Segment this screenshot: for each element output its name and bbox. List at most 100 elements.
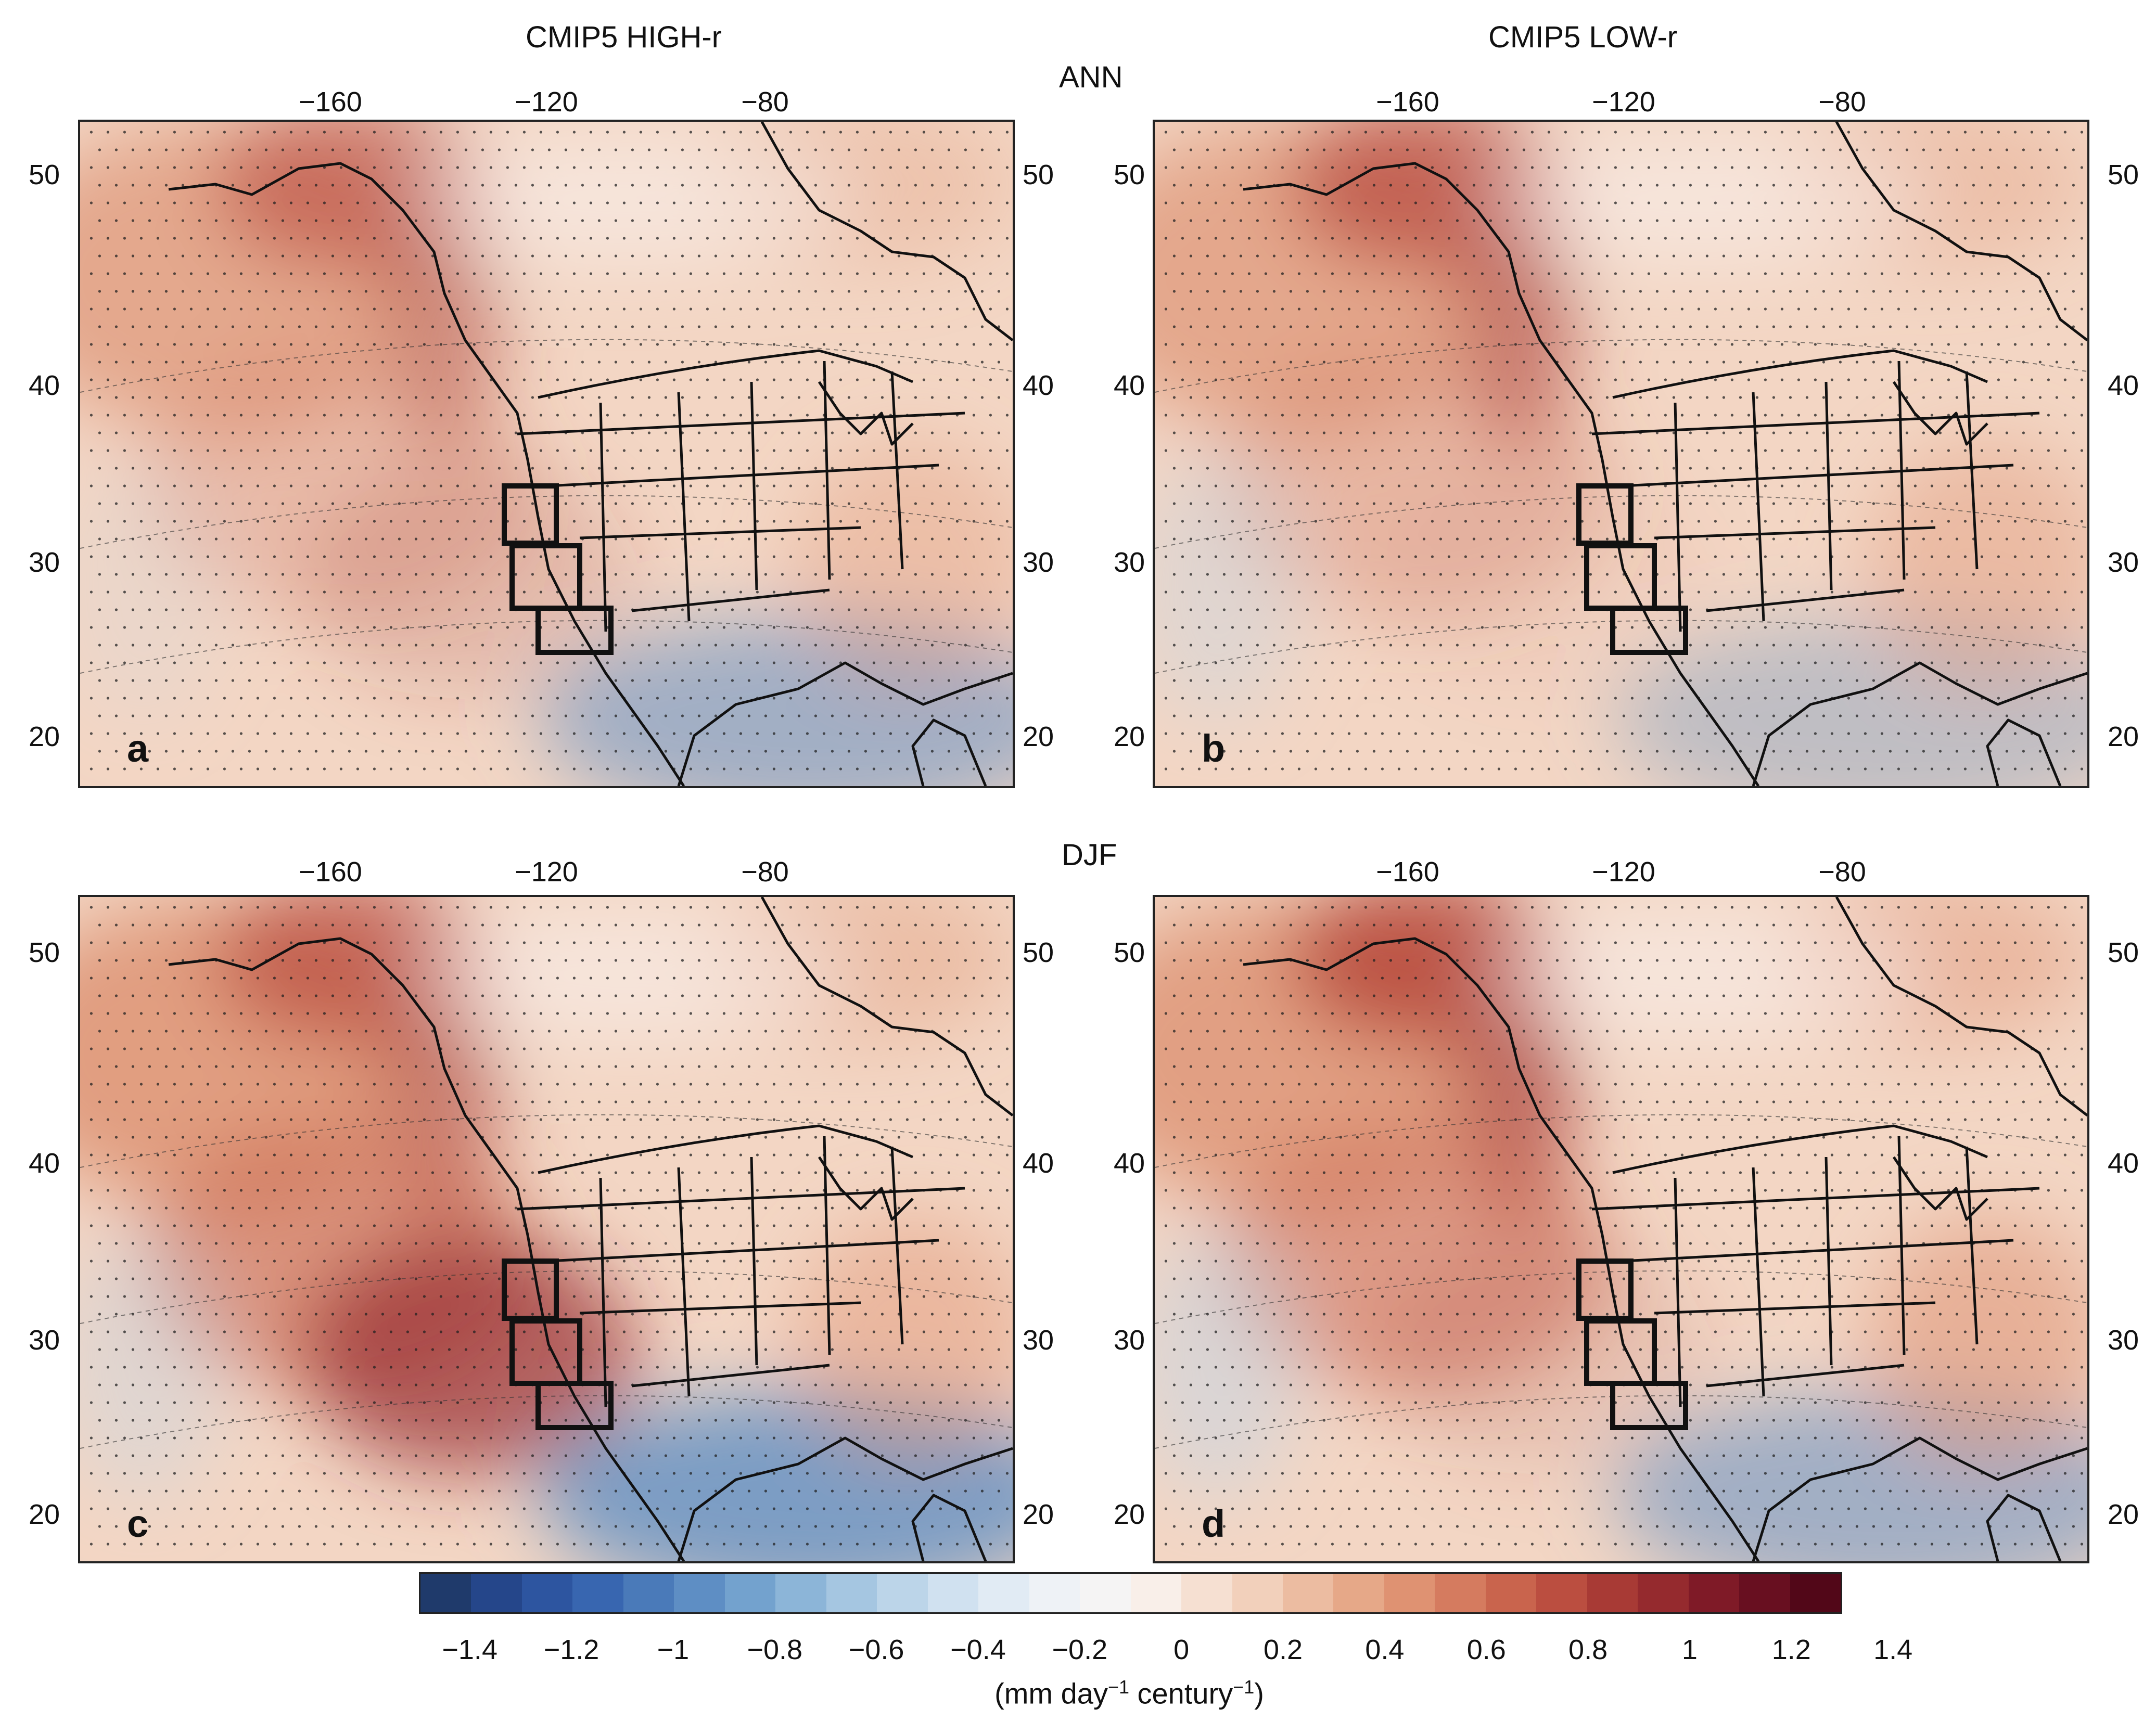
lat-tick-label: 50: [29, 937, 60, 968]
colorbar-segment: [1587, 1574, 1638, 1612]
lat-tick-label: 50: [2108, 159, 2139, 190]
study-region-boxes: [502, 483, 614, 655]
graticule: [1155, 339, 2087, 674]
lat-tick-label: 30: [2108, 1325, 2139, 1356]
colorbar-tick-label: 1.4: [1873, 1634, 1913, 1665]
lat-tick-label: 40: [1114, 1148, 1145, 1179]
trend-field: [80, 122, 1013, 786]
coastlines-borders: [168, 122, 1013, 786]
colorbar-segment: [877, 1574, 928, 1612]
trend-field: [1155, 897, 2087, 1561]
lat-tick-label: 40: [2108, 1148, 2139, 1179]
colorbar-segment: [572, 1574, 623, 1612]
lon-tick-label: −80: [1818, 86, 1866, 118]
season-label-ann: ANN: [1059, 60, 1123, 94]
graticule: [80, 339, 1013, 674]
lat-tick-label: 20: [1023, 721, 1054, 752]
lat-tick-label: 20: [2108, 1499, 2139, 1530]
lat-tick-label: 40: [29, 1148, 60, 1179]
lat-tick-label: 30: [29, 1325, 60, 1356]
colorbar-segment: [1688, 1574, 1740, 1612]
coastlines-borders: [1243, 122, 2087, 786]
colorbar-segment: [1384, 1574, 1435, 1612]
colorbar-tick-label: 1: [1681, 1634, 1698, 1665]
lat-tick-label: 40: [1023, 1148, 1054, 1179]
colorbar-segment: [724, 1574, 776, 1612]
significance-stippling: [90, 906, 1009, 1546]
lat-tick-label: 50: [29, 159, 60, 190]
lat-tick-label: 20: [1114, 1499, 1145, 1530]
colorbar: [419, 1572, 1842, 1614]
lat-tick-label: 20: [29, 721, 60, 752]
lat-tick-label: 30: [29, 547, 60, 578]
lat-tick-label: 40: [29, 370, 60, 401]
lat-tick-label: 20: [2108, 721, 2139, 752]
significance-stippling: [90, 131, 1009, 770]
lat-tick-label: 40: [2108, 370, 2139, 401]
lat-tick-label: 50: [1023, 937, 1054, 968]
column-title-high-r: CMIP5 HIGH-r: [526, 20, 722, 54]
colorbar-segment: [927, 1574, 979, 1612]
lat-tick-label: 30: [1023, 1325, 1054, 1356]
colorbar-segment: [420, 1574, 471, 1612]
lat-tick-label: 50: [1023, 159, 1054, 190]
colorbar-tick-label: −1.4: [442, 1634, 497, 1665]
colorbar-tick-label: 1.2: [1771, 1634, 1811, 1665]
colorbar-segment: [1080, 1574, 1131, 1612]
coastlines-borders: [1243, 897, 2087, 1561]
colorbar-segment: [1232, 1574, 1283, 1612]
column-title-low-r: CMIP5 LOW-r: [1488, 20, 1678, 54]
colorbar-segment: [1181, 1574, 1232, 1612]
colorbar-segment: [1739, 1574, 1790, 1612]
colorbar-segment: [978, 1574, 1029, 1612]
panel-label: a: [127, 727, 149, 770]
study-region-boxes: [1576, 483, 1688, 655]
lon-tick-label: −160: [1376, 856, 1439, 888]
colorbar-segment: [1130, 1574, 1182, 1612]
lat-tick-label: 40: [1114, 370, 1145, 401]
lon-tick-label: −160: [299, 856, 362, 888]
precipitation-trend-map: [1155, 897, 2087, 1561]
graticule: [80, 1114, 1013, 1449]
colorbar-tick-label: −1: [657, 1634, 690, 1665]
lat-tick-label: 50: [1114, 159, 1145, 190]
colorbar-segment: [1638, 1574, 1689, 1612]
map-panel-d: d: [1153, 895, 2089, 1563]
colorbar-segment: [521, 1574, 573, 1612]
colorbar-tick-label: −0.6: [848, 1634, 904, 1665]
lat-tick-label: 30: [1023, 547, 1054, 578]
colorbar-segment: [674, 1574, 725, 1612]
colorbar-segment: [623, 1574, 674, 1612]
panel-label: d: [1202, 1502, 1226, 1545]
lat-tick-label: 40: [1023, 370, 1054, 401]
coastlines-borders: [168, 897, 1013, 1561]
lat-tick-label: 50: [1114, 937, 1145, 968]
colorbar-tick-label: 0.6: [1466, 1634, 1506, 1665]
panel-label: c: [127, 1502, 149, 1545]
colorbar-segment: [1485, 1574, 1537, 1612]
significance-stippling: [1164, 906, 2084, 1546]
lat-tick-label: 30: [1114, 1325, 1145, 1356]
colorbar-unit-label: (mm day−1 century−1): [994, 1676, 1264, 1710]
lat-tick-label: 30: [1114, 547, 1145, 578]
colorbar-segment: [471, 1574, 522, 1612]
lon-tick-label: −80: [1818, 856, 1866, 888]
lon-tick-label: −80: [741, 86, 789, 118]
colorbar-segment: [1333, 1574, 1384, 1612]
panel-label: b: [1202, 727, 1226, 770]
study-region-boxes: [1576, 1258, 1688, 1430]
season-label-djf: DJF: [1062, 838, 1117, 872]
colorbar-segment: [1790, 1574, 1841, 1612]
map-panel-c: c: [78, 895, 1015, 1563]
lat-tick-label: 20: [29, 1499, 60, 1530]
colorbar-tick-label: −0.4: [950, 1634, 1006, 1665]
lon-tick-label: −120: [1592, 856, 1655, 888]
colorbar-segment: [1029, 1574, 1080, 1612]
study-region-boxes: [502, 1258, 614, 1430]
colorbar-segment: [1435, 1574, 1486, 1612]
precipitation-trend-map: [80, 122, 1013, 786]
colorbar-tick-label: 0.8: [1568, 1634, 1608, 1665]
colorbar-segment: [1536, 1574, 1587, 1612]
colorbar-segment: [775, 1574, 826, 1612]
lat-tick-label: 20: [1114, 721, 1145, 752]
